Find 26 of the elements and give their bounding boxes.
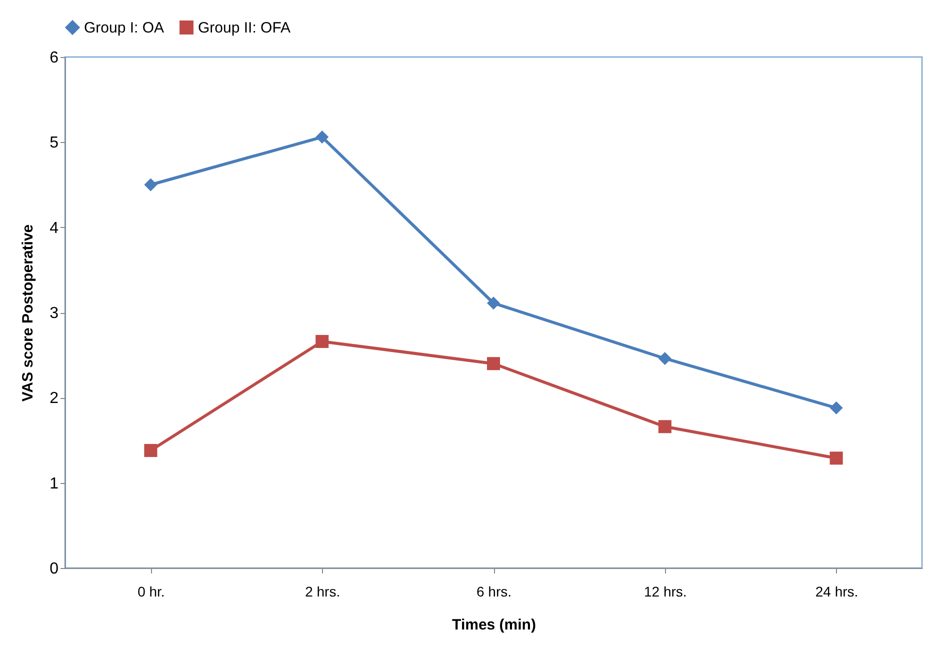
point <box>658 352 672 366</box>
y-tick-label: 3 <box>50 305 59 322</box>
x-tick-label: 0 hr. <box>138 584 165 600</box>
x-tick-label: 2 hrs. <box>305 584 340 600</box>
legend-label: Group I: OA <box>84 20 164 37</box>
point <box>830 401 843 414</box>
y-tick-label: 5 <box>50 134 59 152</box>
point <box>830 452 843 465</box>
y-tick-label: 6 <box>50 50 59 66</box>
y-tick-label: 0 <box>50 560 59 578</box>
x-axis-title: Times (min) <box>452 616 536 634</box>
y-tick-label: 2 <box>50 390 59 408</box>
y-tick-label: 1 <box>50 475 59 492</box>
x-tick-label: 6 hrs. <box>476 584 512 600</box>
y-tick-label: 4 <box>50 220 59 237</box>
point <box>316 334 329 348</box>
x-tick-label: 12 hrs. <box>644 584 687 600</box>
point <box>486 296 500 310</box>
legend-label: Group II: OFA <box>198 20 291 37</box>
point <box>658 420 672 434</box>
point <box>316 130 329 144</box>
point <box>144 178 158 192</box>
point <box>144 444 158 457</box>
point <box>486 357 500 370</box>
x-tick-label: 24 hrs. <box>815 584 858 600</box>
y-axis-title: VAS score Postoperative <box>20 224 37 402</box>
